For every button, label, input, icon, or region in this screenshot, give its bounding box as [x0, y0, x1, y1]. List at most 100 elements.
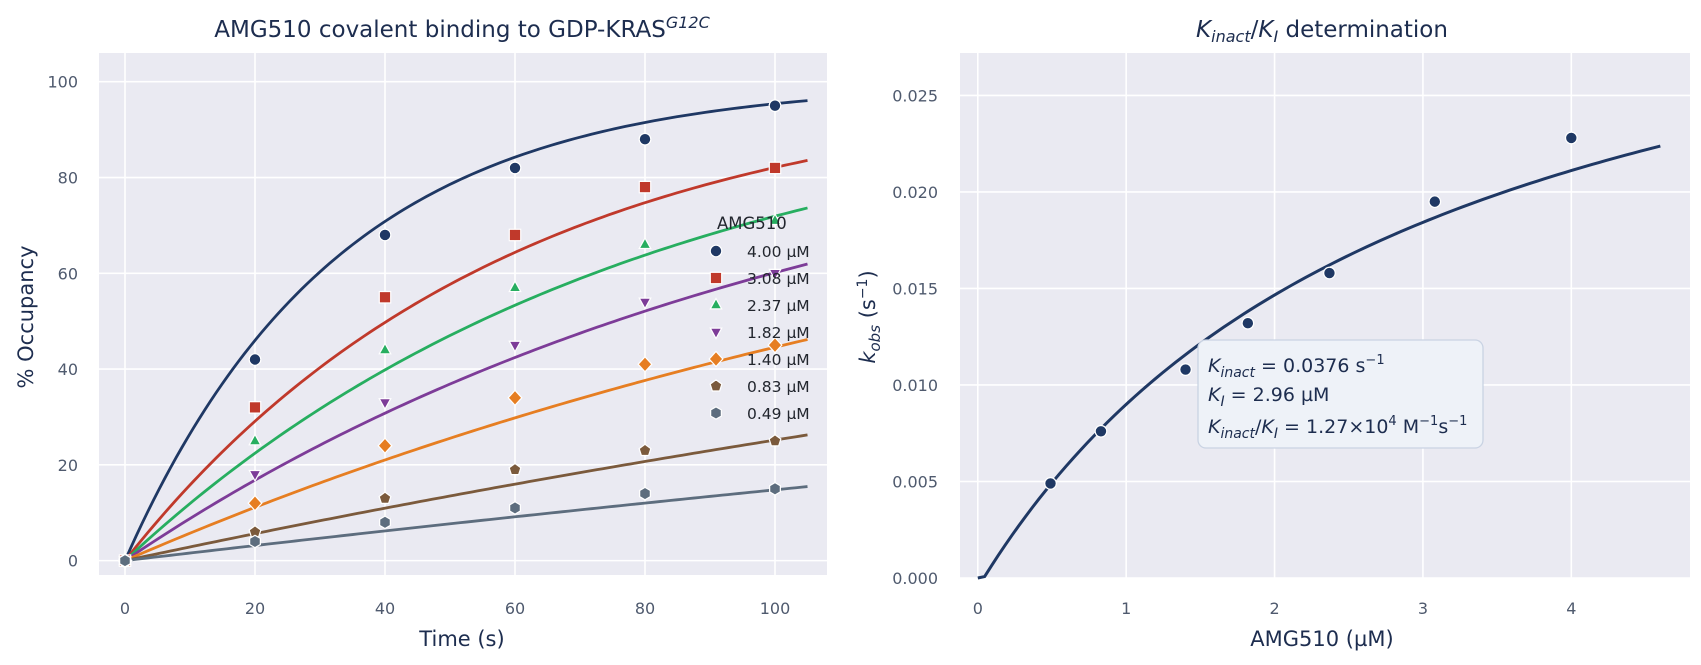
- legend-title: AMG510: [717, 214, 787, 233]
- fit-curve: [124, 206, 808, 562]
- data-point: [769, 481, 781, 496]
- y-tick-label: 20: [58, 456, 78, 475]
- y-tick-label: 40: [58, 360, 78, 379]
- legend-label: 3.08 µM: [747, 270, 810, 288]
- legend-marker: [710, 406, 722, 420]
- data-point: [509, 501, 521, 515]
- kobs-data-point: [1094, 424, 1108, 438]
- title-superscript: G12C: [666, 13, 711, 32]
- data-point: [508, 340, 522, 353]
- data-point: [378, 290, 392, 304]
- fit-curve: [124, 338, 808, 562]
- y-tick-label: 0.025: [892, 86, 938, 105]
- kinact-ki-ratio-text: Kinact/KI = 1.27×104 M−1s−1: [1208, 414, 1467, 442]
- fit-curve: [124, 485, 808, 563]
- data-point: [248, 469, 262, 483]
- y-tick-label: 80: [58, 169, 78, 188]
- y-tick-label: 0: [68, 552, 78, 571]
- fit-curve: [124, 433, 808, 562]
- x-tick-label: 2: [1269, 599, 1279, 618]
- data-point: [249, 534, 261, 549]
- kobs-data-point: [1179, 363, 1192, 376]
- legend-marker: [708, 350, 724, 368]
- data-point: [247, 494, 263, 512]
- data-point: [377, 437, 393, 455]
- data-point: [378, 342, 392, 355]
- kinact-x-axis-label: AMG510 (µM): [1250, 627, 1393, 651]
- x-tick-label: 0: [973, 599, 983, 618]
- data-point: [508, 228, 522, 242]
- fit-curve: [123, 159, 808, 562]
- data-point: [638, 297, 652, 310]
- occupancy-tick-labels: 0 20 40 60 80 100 0 20 40 60 80 100: [47, 73, 790, 618]
- data-point: [379, 515, 391, 530]
- y-tick-label: 0.015: [892, 279, 938, 298]
- legend-marker: [709, 297, 723, 310]
- data-point: [768, 212, 782, 226]
- data-point: [119, 553, 131, 568]
- data-point: [507, 389, 523, 407]
- data-point: [768, 433, 782, 447]
- kinact-y-axis-label: kobs (s−1): [855, 270, 884, 363]
- kobs-data-point: [1044, 477, 1057, 490]
- legend: AMG510 4.00 µM 3.08 µM 2.37 µM 1.82 µM 1.40 …: [708, 214, 810, 423]
- kobs-data-point: [1241, 316, 1255, 330]
- legend-label: 4.00 µM: [747, 243, 810, 261]
- y-tick-label: 0.000: [892, 569, 938, 588]
- data-point: [378, 228, 392, 242]
- legend-marker: [709, 327, 723, 340]
- x-tick-label: 0: [120, 599, 130, 618]
- data-point: [638, 132, 652, 146]
- data-point: [637, 355, 653, 373]
- data-point: [378, 398, 392, 411]
- kinact-plot-area: [960, 53, 1690, 578]
- legend-label: 1.82 µM: [747, 324, 810, 342]
- data-point: [508, 462, 522, 476]
- occupancy-plot-area: [99, 53, 827, 575]
- legend-label: 2.37 µM: [747, 297, 810, 315]
- x-tick-label: 3: [1418, 599, 1428, 618]
- data-point: [508, 161, 522, 175]
- legend-items: 4.00 µM 3.08 µM 2.37 µM 1.82 µM 1.40 µM 0.83 …: [708, 243, 810, 423]
- occupancy-fit-curves: [123, 99, 808, 563]
- data-point: [248, 433, 262, 446]
- ki-value-text: KI = 2.96 µM: [1208, 384, 1329, 410]
- y-tick-label: 0.005: [892, 472, 938, 491]
- kinact-fit-curve: [977, 144, 1661, 580]
- data-point: [639, 486, 651, 501]
- hyperbolic-fit-curve: [977, 144, 1661, 580]
- legend-marker: [709, 271, 723, 285]
- x-tick-label: 60: [505, 599, 525, 618]
- kinact-panel: 0 1 2 3 4 0.000 0.005 0.010 0.015 0.020 0.025 Kina…: [855, 17, 1690, 651]
- legend-label: 0.83 µM: [747, 378, 810, 396]
- x-tick-label: 4: [1566, 599, 1576, 618]
- occupancy-x-axis-label: Time (s): [418, 627, 504, 651]
- legend-marker: [709, 379, 723, 392]
- occupancy-panel: 0 20 40 60 80 100 0 20 40 60 80 100 AMG510 covalent…: [14, 13, 827, 651]
- data-point: [248, 353, 262, 366]
- kobs-data-point: [1428, 195, 1442, 209]
- x-tick-label: 40: [375, 599, 395, 618]
- data-point: [638, 443, 652, 457]
- fit-parameters-background: [1197, 339, 1484, 449]
- fit-parameters-box: Kinact = 0.0376 s−1 KI = 2.96 µM Kinact/…: [1197, 339, 1484, 449]
- data-point: [638, 236, 652, 250]
- legend-label: 1.40 µM: [747, 351, 810, 369]
- occupancy-markers: [117, 99, 783, 570]
- fit-curve: [124, 262, 808, 562]
- data-point: [768, 99, 782, 113]
- occupancy-y-axis-label: % Occupancy: [14, 245, 38, 388]
- kobs-data-point: [1323, 266, 1336, 280]
- y-tick-label: 60: [58, 264, 78, 283]
- legend-marker: [709, 244, 723, 258]
- data-point: [508, 279, 522, 293]
- fit-curve: [123, 99, 808, 562]
- data-point: [378, 491, 392, 504]
- kinact-value-text: Kinact = 0.0376 s−1: [1208, 353, 1385, 381]
- data-point: [638, 180, 652, 194]
- kinact-tick-labels: 0 1 2 3 4 0.000 0.005 0.010 0.015 0.020 0.025: [892, 86, 1576, 618]
- legend-label: 0.49 µM: [747, 405, 810, 423]
- x-tick-label: 80: [635, 599, 655, 618]
- data-point: [248, 401, 262, 414]
